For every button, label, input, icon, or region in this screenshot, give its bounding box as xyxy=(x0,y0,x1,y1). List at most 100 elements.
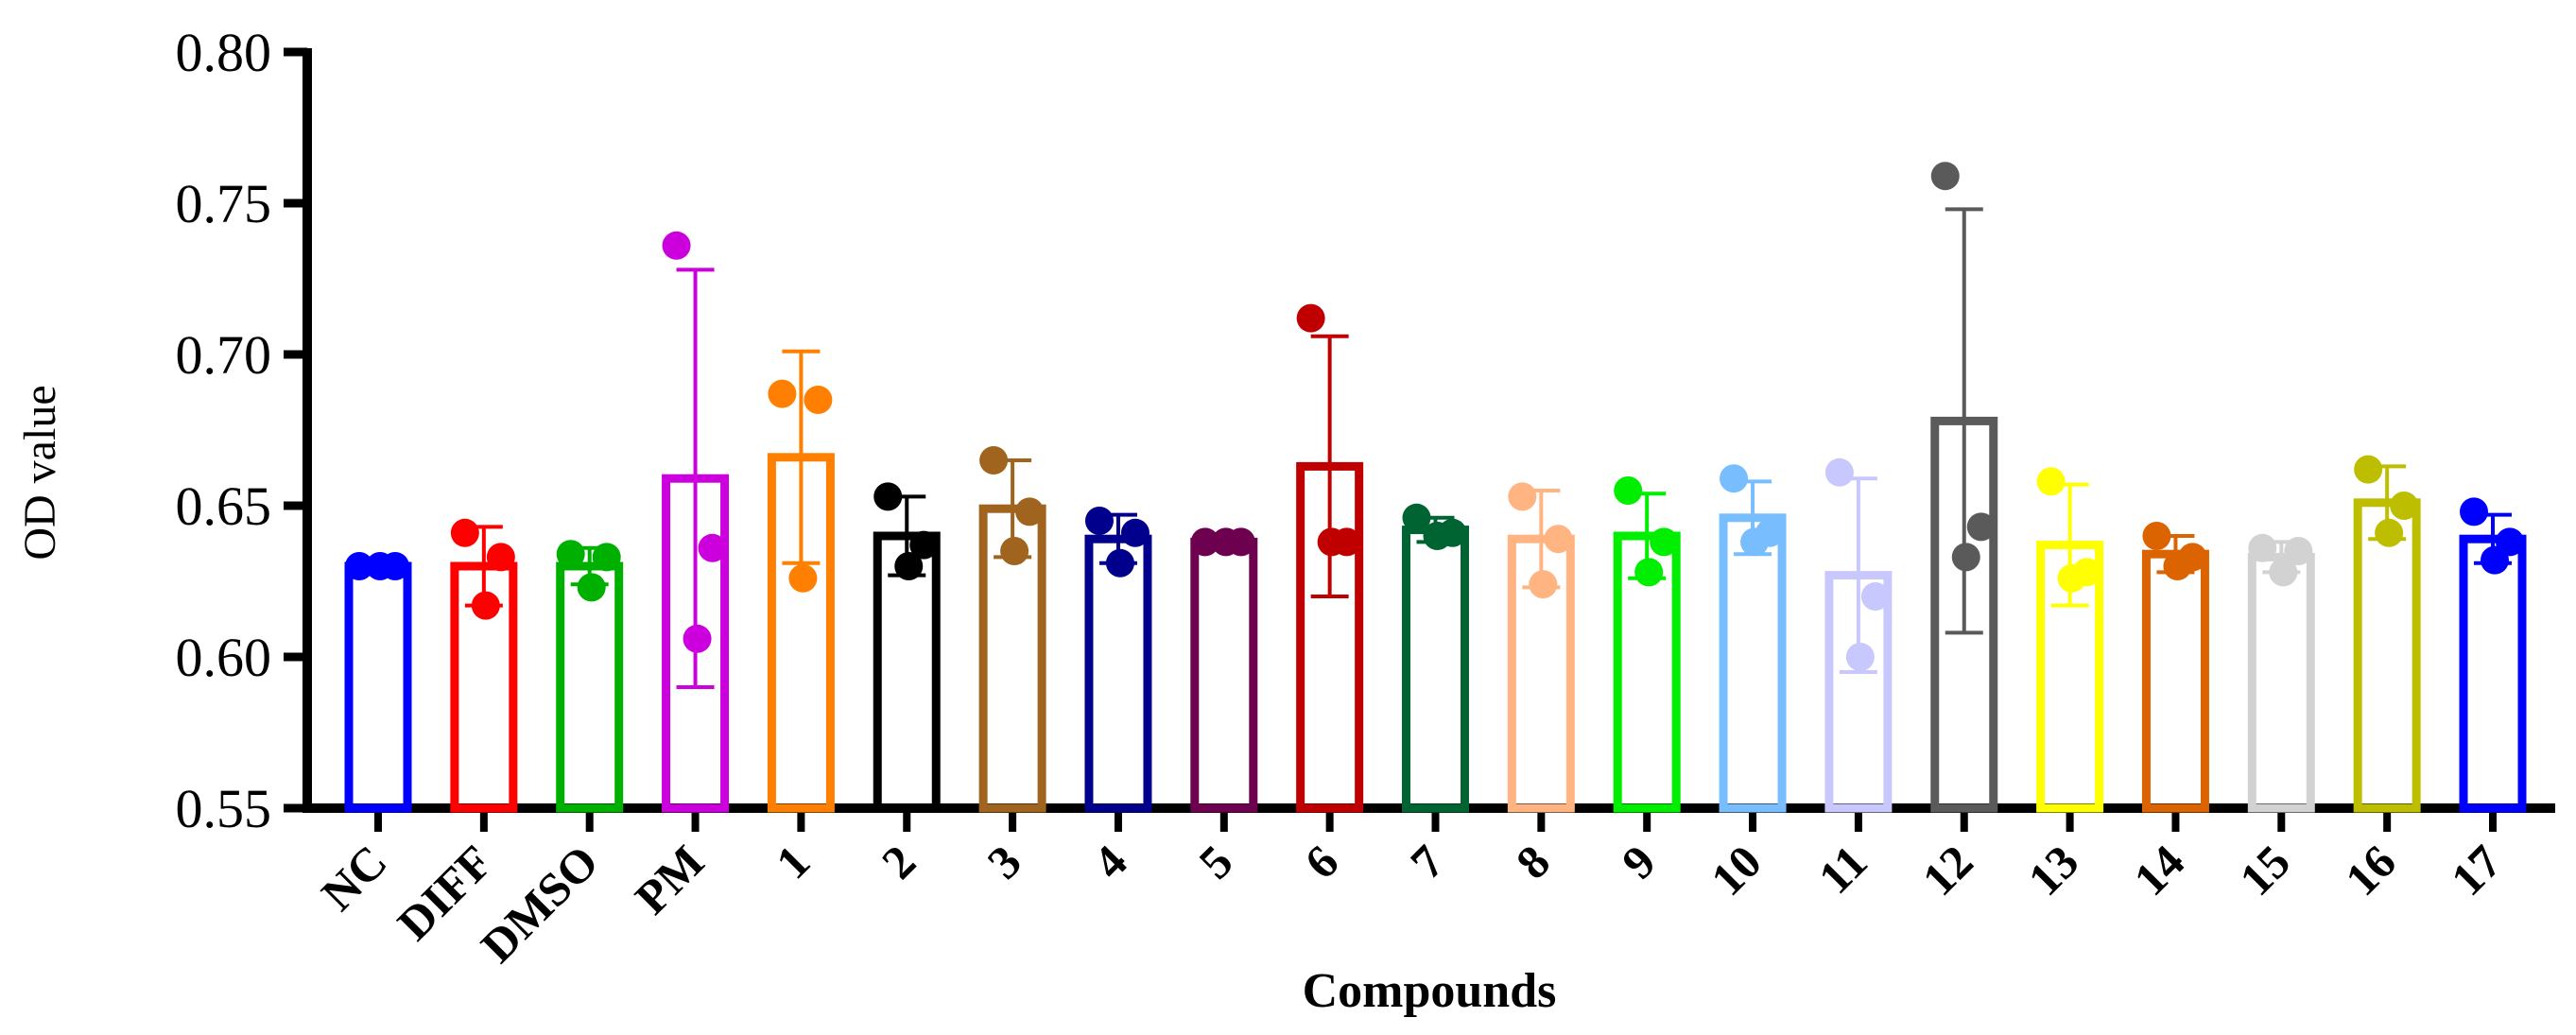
data-point xyxy=(1015,497,1045,526)
data-point xyxy=(471,591,500,620)
data-point xyxy=(788,563,818,593)
data-point xyxy=(1824,457,1854,487)
data-point xyxy=(2163,552,2192,580)
bar xyxy=(2353,498,2421,813)
bar xyxy=(873,531,941,813)
data-point xyxy=(873,482,903,511)
y-tick-label: 0.65 xyxy=(176,475,272,537)
bar xyxy=(2247,552,2315,813)
y-tick-label: 0.60 xyxy=(176,627,272,688)
bar xyxy=(2141,549,2209,813)
bar xyxy=(344,561,412,813)
category-label: 10 xyxy=(1701,835,1772,906)
data-point xyxy=(2390,492,2419,520)
data-point xyxy=(1529,570,1558,599)
data-point xyxy=(894,552,924,580)
data-point xyxy=(450,518,479,547)
x-axis-title: Compounds xyxy=(1303,964,1557,1018)
category-label: 1 xyxy=(766,835,820,888)
data-point xyxy=(804,386,833,414)
category-label: 4 xyxy=(1082,835,1136,888)
data-point xyxy=(1544,525,1573,554)
data-point xyxy=(1930,162,1960,191)
data-point xyxy=(1120,518,1150,547)
category-label: 5 xyxy=(1188,835,1242,888)
bars xyxy=(344,416,2527,813)
data-point xyxy=(768,379,797,408)
category-label: DMSO xyxy=(471,835,609,973)
data-point xyxy=(366,552,394,580)
bar xyxy=(1084,534,1152,813)
data-point xyxy=(486,543,515,572)
data-point xyxy=(1296,303,1325,333)
error-bars xyxy=(359,207,2512,689)
data-point xyxy=(683,624,712,653)
data-point xyxy=(2036,467,2066,496)
data-point xyxy=(592,543,621,572)
data-point xyxy=(556,540,585,569)
category-label: 9 xyxy=(1612,835,1666,888)
data-point xyxy=(2269,558,2298,587)
data-point xyxy=(2354,455,2383,484)
category-label: 17 xyxy=(2441,835,2512,906)
bar xyxy=(450,561,518,813)
data-point xyxy=(698,533,727,562)
data-point xyxy=(1000,537,1029,565)
data-point xyxy=(2460,497,2488,526)
data-point xyxy=(2248,533,2277,562)
data-point xyxy=(1951,543,1980,572)
y-axis xyxy=(284,47,312,813)
bar xyxy=(1402,526,1469,813)
data-point xyxy=(1402,503,1431,532)
data-point xyxy=(1860,582,1890,611)
category-label: 12 xyxy=(1912,835,1983,906)
y-tick-labels: 0.55 0.60 0.65 0.70 0.75 0.80 xyxy=(176,22,272,839)
data-point xyxy=(1508,482,1537,511)
data-point xyxy=(2284,537,2313,565)
data-point xyxy=(909,530,939,560)
category-label: 16 xyxy=(2335,835,2406,906)
data-point xyxy=(577,573,606,602)
category-label: 14 xyxy=(2123,835,2194,906)
data-point xyxy=(979,446,1009,474)
data-point xyxy=(345,552,373,580)
y-tick-label: 0.70 xyxy=(176,324,272,386)
data-point xyxy=(2142,522,2171,550)
data-point xyxy=(1650,527,1679,557)
bar xyxy=(2036,541,2104,813)
data-point xyxy=(1720,464,1749,493)
bar xyxy=(1190,537,1258,813)
bar xyxy=(978,504,1046,813)
bar xyxy=(2459,534,2527,813)
y-tick-label: 0.55 xyxy=(176,778,272,839)
data-point xyxy=(2375,518,2404,547)
data-point xyxy=(1845,643,1875,671)
data-point xyxy=(2481,545,2509,575)
bar xyxy=(1296,461,1364,813)
data-point xyxy=(1084,507,1114,535)
category-label: 8 xyxy=(1506,835,1560,888)
data-point xyxy=(1211,527,1240,557)
bar xyxy=(1507,534,1575,813)
bar xyxy=(1824,571,1893,813)
category-label: 6 xyxy=(1294,835,1348,888)
data-point xyxy=(1105,548,1134,578)
data-point xyxy=(1190,527,1219,557)
y-tick-label: 0.80 xyxy=(176,22,272,83)
category-label: 7 xyxy=(1400,835,1454,888)
bar xyxy=(767,453,835,813)
y-tick-label: 0.75 xyxy=(176,173,272,234)
bar xyxy=(1613,531,1681,813)
category-label: 3 xyxy=(977,835,1031,888)
data-point xyxy=(1740,527,1770,557)
data-point xyxy=(2057,563,2086,593)
category-label: 11 xyxy=(1808,835,1877,904)
y-axis-title: OD value xyxy=(15,385,65,560)
data-point xyxy=(1634,558,1664,587)
category-label: 13 xyxy=(2017,835,2088,906)
bar xyxy=(1930,416,1998,813)
category-label: NC xyxy=(311,835,397,921)
data-points xyxy=(345,162,2524,671)
